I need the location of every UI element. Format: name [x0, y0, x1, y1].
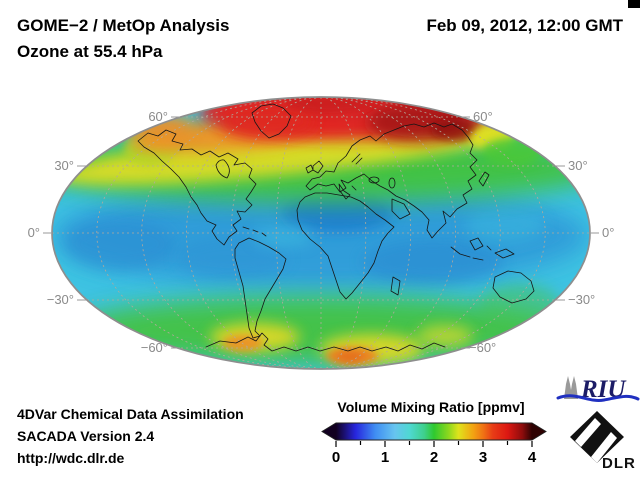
cathedral-icon	[564, 376, 578, 399]
lat-label-right-0: 0°	[602, 225, 614, 240]
map-border	[51, 96, 591, 370]
riu-wave-icon	[556, 394, 640, 402]
colorbar-tick-label-3: 3	[479, 449, 487, 466]
colorbar-arrow-right	[532, 423, 546, 440]
colorbar-tick-label-2: 2	[430, 449, 438, 466]
title-block: GOME−2 / MetOp Analysis Ozone at 55.4 hP…	[17, 13, 229, 65]
colorbar-arrow-left	[322, 423, 336, 440]
colorbar-outline	[321, 422, 547, 441]
dlr-text: DLR	[602, 455, 636, 472]
riu-logo: RIU	[556, 376, 640, 403]
footer-line-version: SACADA Version 2.4	[17, 428, 155, 444]
lat-label-right-m30: −30°	[568, 292, 595, 307]
colorbar-tick-label-1: 1	[381, 449, 389, 466]
lat-label-left-0: 0°	[28, 225, 40, 240]
page-title-line-1: GOME−2 / MetOp Analysis	[17, 16, 230, 35]
footer-block: 4DVar Chemical Data Assimilation SACADA …	[17, 403, 244, 469]
lat-ticks	[43, 116, 599, 349]
dlr-logo: DLR	[570, 411, 636, 472]
datetime-label: Feb 09, 2012, 12:00 GMT	[426, 16, 623, 35]
footer-line-assimilation: 4DVar Chemical Data Assimilation	[17, 406, 244, 422]
footer-line-url: http://wdc.dlr.de	[17, 450, 125, 466]
ozone-field	[52, 97, 590, 369]
colorbar-tick-marks	[335, 441, 533, 447]
page-title-line-2: Ozone at 55.4 hPa	[17, 42, 163, 61]
lat-label-left-m30: −30°	[47, 292, 74, 307]
lat-label-right-60: 60°	[473, 109, 493, 124]
colorbar-tick-label-0: 0	[332, 449, 340, 466]
coastlines	[137, 103, 553, 352]
colorbar-gradient	[336, 423, 532, 440]
colorbar: Volume Mixing Ratio [ppmv] 0 1 2 3 4	[321, 399, 547, 466]
colorbar-tick-label-4: 4	[528, 449, 537, 466]
graticule	[52, 97, 590, 369]
colorbar-title: Volume Mixing Ratio [ppmv]	[337, 399, 524, 415]
window-corner-artifact	[628, 0, 640, 8]
lat-label-right-m60: −60°	[469, 340, 496, 355]
lat-label-left-m60: −60°	[141, 340, 168, 355]
lat-label-right-30: 30°	[568, 158, 588, 173]
lat-label-left-30: 30°	[54, 158, 74, 173]
dlr-diamond-icon	[570, 411, 624, 463]
lat-label-left-60: 60°	[148, 109, 168, 124]
